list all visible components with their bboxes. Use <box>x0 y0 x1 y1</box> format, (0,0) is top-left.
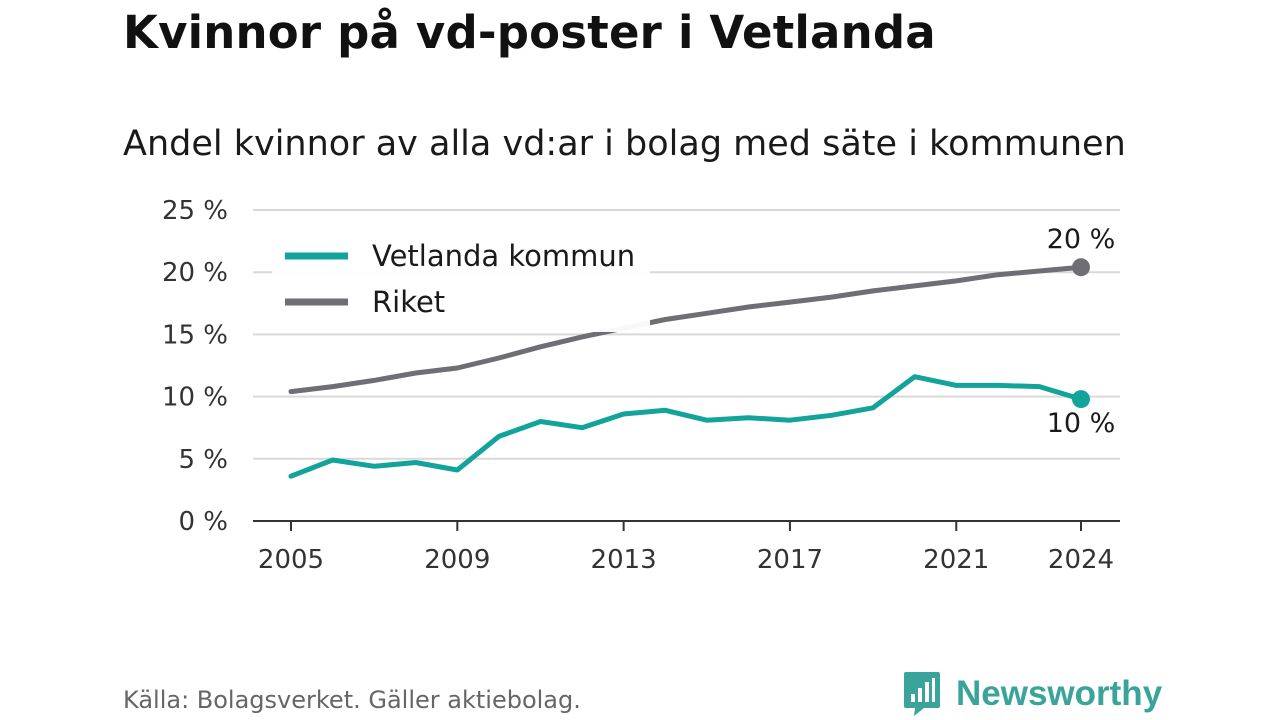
chart-subtitle: Andel kvinnor av alla vd:ar i bolag med … <box>123 124 1126 164</box>
legend-label-1: Riket <box>372 285 445 319</box>
y-tick-label: 0 % <box>178 507 228 537</box>
legend-label-0: Vetlanda kommun <box>372 239 635 273</box>
series-end-point-0 <box>1072 390 1090 409</box>
y-tick-label: 5 % <box>178 445 228 475</box>
y-tick-label: 20 % <box>162 258 228 288</box>
y-tick-label: 10 % <box>162 383 228 413</box>
end-value-label-0: 10 % <box>1047 408 1116 439</box>
brand-name: Newsworthy <box>956 674 1163 713</box>
brand-logo: Newsworthy <box>902 670 1162 718</box>
x-tick-label: 2009 <box>424 545 490 575</box>
y-tick-label: 25 % <box>162 196 228 226</box>
legend-background <box>272 232 650 332</box>
end-value-label-1: 20 % <box>1047 224 1116 255</box>
x-tick-label: 2017 <box>757 545 823 575</box>
y-tick-label: 15 % <box>162 320 228 350</box>
series-end-point-1 <box>1072 258 1090 277</box>
x-tick-label: 2021 <box>923 545 989 575</box>
series-line-0 <box>288 374 1084 479</box>
chart-title: Kvinnor på vd-poster i Vetlanda <box>123 6 936 59</box>
source-note: Källa: Bolagsverket. Gäller aktiebolag. <box>123 686 581 714</box>
x-tick-label: 2024 <box>1048 545 1114 575</box>
x-tick-label: 2005 <box>258 545 324 575</box>
x-tick-label: 2013 <box>591 545 657 575</box>
newsworthy-logo-icon <box>904 672 940 716</box>
series-line-1 <box>288 264 1084 395</box>
